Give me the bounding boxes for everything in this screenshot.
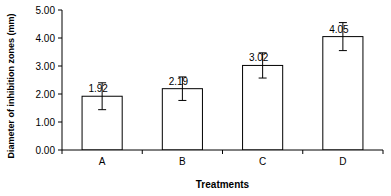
bars [82, 23, 363, 150]
y-tick [58, 122, 62, 123]
y-tick-label: 1.00 [36, 117, 56, 128]
chart-container: 0.00 1.00 2.00 3.00 4.00 5.00 A B C D 1.92 2.19 3.02… [0, 0, 391, 196]
y-axis-title: Diameter of inhibition zones (mm) [6, 13, 16, 158]
x-tick [142, 150, 143, 154]
data-label: 3.02 [249, 52, 269, 63]
data-label: 4.05 [329, 24, 349, 35]
y-tick-label: 2.00 [36, 89, 56, 100]
y-tick-label: 5.00 [36, 5, 56, 16]
y-tick [58, 150, 62, 151]
data-label: 2.19 [169, 76, 189, 87]
x-axis-title: Treatments [196, 179, 250, 190]
x-tick [222, 150, 223, 154]
y-tick [58, 94, 62, 95]
y-tick [58, 10, 62, 11]
y-tick [58, 66, 62, 67]
chart-svg: 0.00 1.00 2.00 3.00 4.00 5.00 A B C D 1.92 2.19 3.02… [0, 0, 391, 196]
data-label: 1.92 [88, 83, 108, 94]
x-tick-label: B [179, 156, 186, 167]
x-tick-label: D [339, 156, 346, 167]
x-tick [383, 150, 384, 154]
y-tick-label: 0.00 [36, 145, 56, 156]
y-axis [62, 10, 63, 150]
bar [243, 65, 283, 150]
y-tick-label: 4.00 [36, 33, 56, 44]
y-tick-label: 3.00 [36, 61, 56, 72]
x-tick-label: C [259, 156, 266, 167]
bar [323, 37, 363, 150]
y-tick [58, 38, 62, 39]
x-tick [302, 150, 303, 154]
x-tick-label: A [99, 156, 106, 167]
x-tick [62, 150, 63, 154]
